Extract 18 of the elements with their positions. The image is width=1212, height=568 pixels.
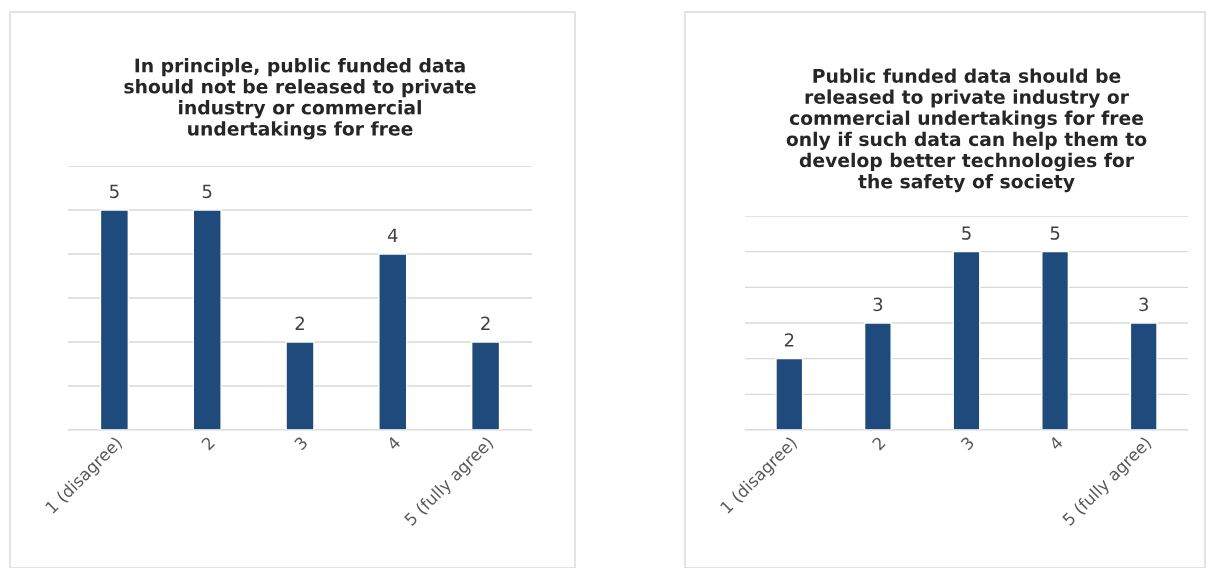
- data-label: 3: [873, 297, 883, 312]
- x-tick-label: 4: [386, 435, 402, 451]
- data-label: 2: [481, 316, 490, 330]
- x-tick-label: 4: [1048, 435, 1064, 451]
- data-label: 4: [387, 228, 398, 242]
- data-label: 5: [962, 226, 971, 240]
- data-label: 5: [110, 184, 119, 199]
- x-tick-label: 2: [871, 436, 886, 451]
- data-label: 5: [202, 184, 212, 199]
- data-label: 5: [1050, 226, 1060, 240]
- chart-title: In principle, public funded data should not be released to private industry or commercial undertakings for free: [124, 58, 476, 140]
- data-label: 2: [784, 333, 794, 347]
- chart-title: Public funded data should be released to private industry or commercial undertakings for free only if such data can help them to develop better technologies for the safety of society: [786, 68, 1147, 193]
- data-label: 2: [295, 316, 304, 330]
- x-tick-label: 3: [293, 436, 309, 451]
- x-tick-label: 3: [960, 436, 975, 451]
- x-tick-label: 2: [200, 436, 215, 451]
- data-label: 3: [1139, 297, 1148, 312]
